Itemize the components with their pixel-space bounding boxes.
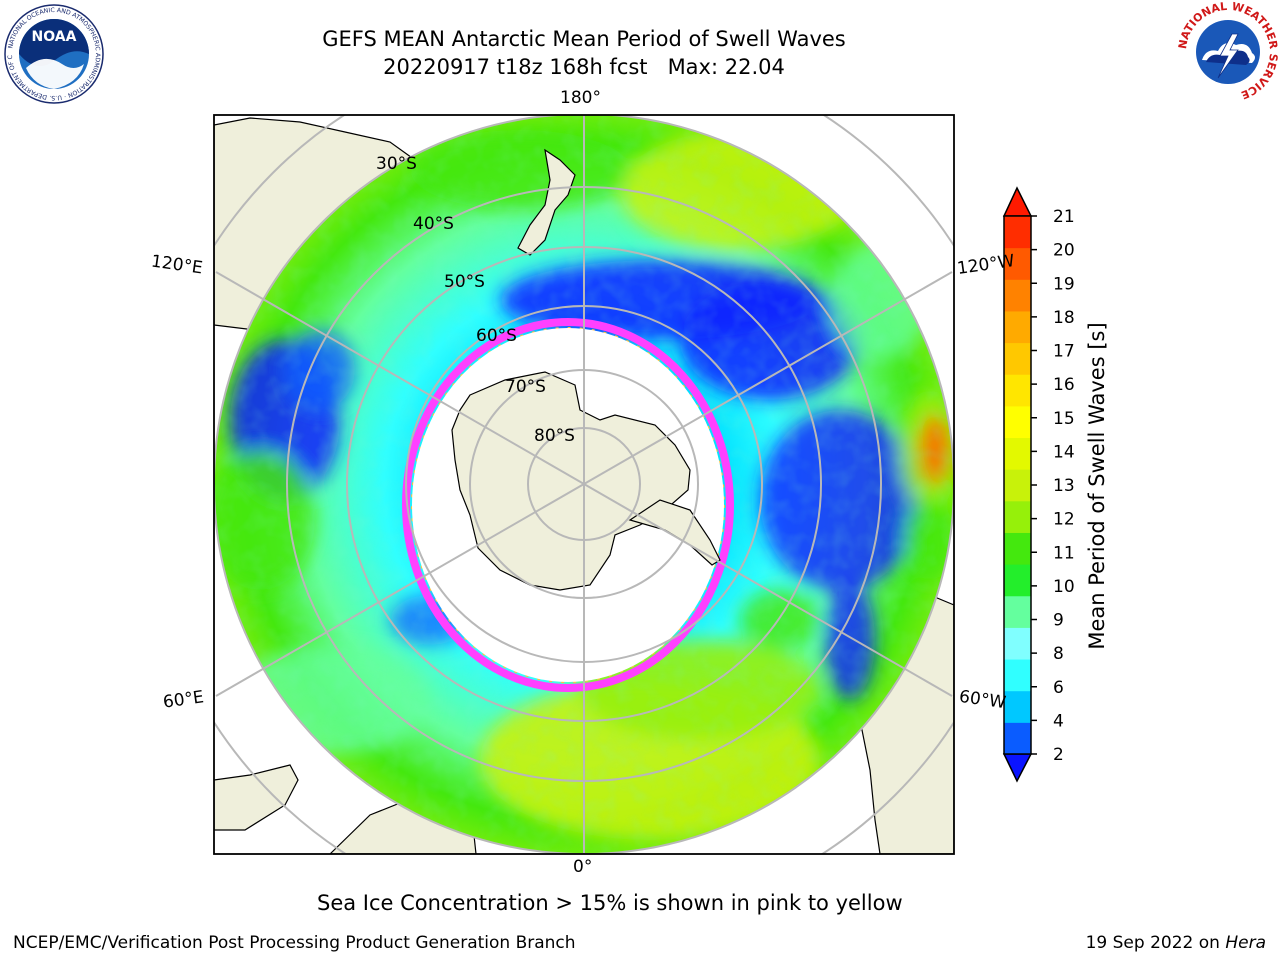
colorbar-segment (1004, 247, 1031, 280)
colorbar-segment (1004, 564, 1031, 597)
colorbar-tick-label: 19 (1053, 274, 1075, 294)
colorbar-tick-label: 11 (1053, 543, 1075, 563)
colorbar-tick-label: 15 (1053, 409, 1075, 429)
colorbar-segment (1004, 216, 1031, 249)
colorbar-tick-label: 18 (1053, 308, 1075, 328)
colorbar-segment (1004, 627, 1031, 660)
map-panel (214, 115, 954, 854)
colorbar-segment (1004, 690, 1031, 723)
colorbar-over-arrow (1002, 186, 1033, 217)
colorbar-tick-label: 21 (1053, 207, 1075, 227)
lat-label-70s: 70°S (505, 377, 546, 397)
colorbar-segment (1004, 500, 1031, 533)
map-title: GEFS MEAN Antarctic Mean Period of Swell… (322, 27, 846, 51)
land-madagascar (214, 764, 299, 831)
colorbar-label: Mean Period of Swell Waves [s] (1085, 322, 1109, 649)
colorbar-segment (1004, 659, 1031, 692)
lat-label-50s: 50°S (444, 272, 485, 292)
colorbar-tick-label: 2 (1053, 745, 1064, 765)
lat-label-60s: 60°S (476, 326, 517, 346)
colorbar-tick-label: 12 (1053, 510, 1075, 530)
colorbar-tick-label: 9 (1053, 611, 1064, 631)
nws-logo: NATIONAL WEATHER SERVICE (1176, 0, 1280, 102)
colorbar-segment (1004, 469, 1031, 502)
colorbar-segment (1004, 310, 1031, 344)
colorbar: 2 4 6 8 9 10 11 12 13 14 15 16 17 18 19 20 21 Mean Perio… (1002, 186, 1109, 783)
footer-date: 19 Sep 2022 on Hera (1086, 933, 1266, 953)
footer-credit: NCEP/EMC/Verification Post Processing Pr… (13, 933, 576, 953)
colorbar-tick-label: 13 (1053, 476, 1075, 496)
map-subtitle: 20220917 t18z 168h fcst Max: 22.04 (383, 55, 785, 79)
graticule (214, 115, 954, 854)
colorbar-tick-label: 17 (1053, 342, 1075, 362)
colorbar-tick-label: 8 (1053, 644, 1064, 664)
lat-label-40s: 40°S (413, 214, 454, 234)
colorbar-segment (1004, 722, 1031, 755)
footer-date-text: 19 Sep 2022 on (1085, 933, 1226, 953)
colorbar-tick-label: 20 (1053, 241, 1075, 261)
colorbar-segment (1004, 405, 1031, 439)
colorbar-tick-label: 4 (1053, 711, 1064, 731)
lon-label-180: 180° (560, 88, 601, 108)
lat-label-80s: 80°S (534, 426, 575, 446)
colorbar-segment (1004, 342, 1031, 375)
colorbar-segment (1004, 279, 1031, 312)
colorbar-under-arrow (1002, 753, 1033, 783)
colorbar-tick-label: 10 (1053, 577, 1075, 597)
noaa-logo: NATIONAL OCEANIC AND ATMOSPHERIC ADMINIS… (4, 4, 104, 104)
lat-label-30s: 30°S (376, 154, 417, 174)
map-frame (213, 114, 955, 855)
land-new-zealand (517, 148, 576, 256)
colorbar-segment (1004, 374, 1031, 407)
noaa-logo-text: NOAA (32, 29, 77, 45)
colorbar-tick-label: 6 (1053, 678, 1064, 698)
footer-host: Hera (1225, 933, 1266, 953)
colorbar-segment (1004, 595, 1031, 628)
colorbar-tick-label: 16 (1053, 375, 1075, 395)
sea-ice-caption: Sea Ice Concentration > 15% is shown in … (317, 891, 903, 915)
colorbar-tick-label: 14 (1053, 442, 1075, 462)
lon-label-0: 0° (573, 857, 593, 877)
colorbar-segment (1004, 437, 1031, 470)
colorbar-segment (1004, 532, 1031, 565)
